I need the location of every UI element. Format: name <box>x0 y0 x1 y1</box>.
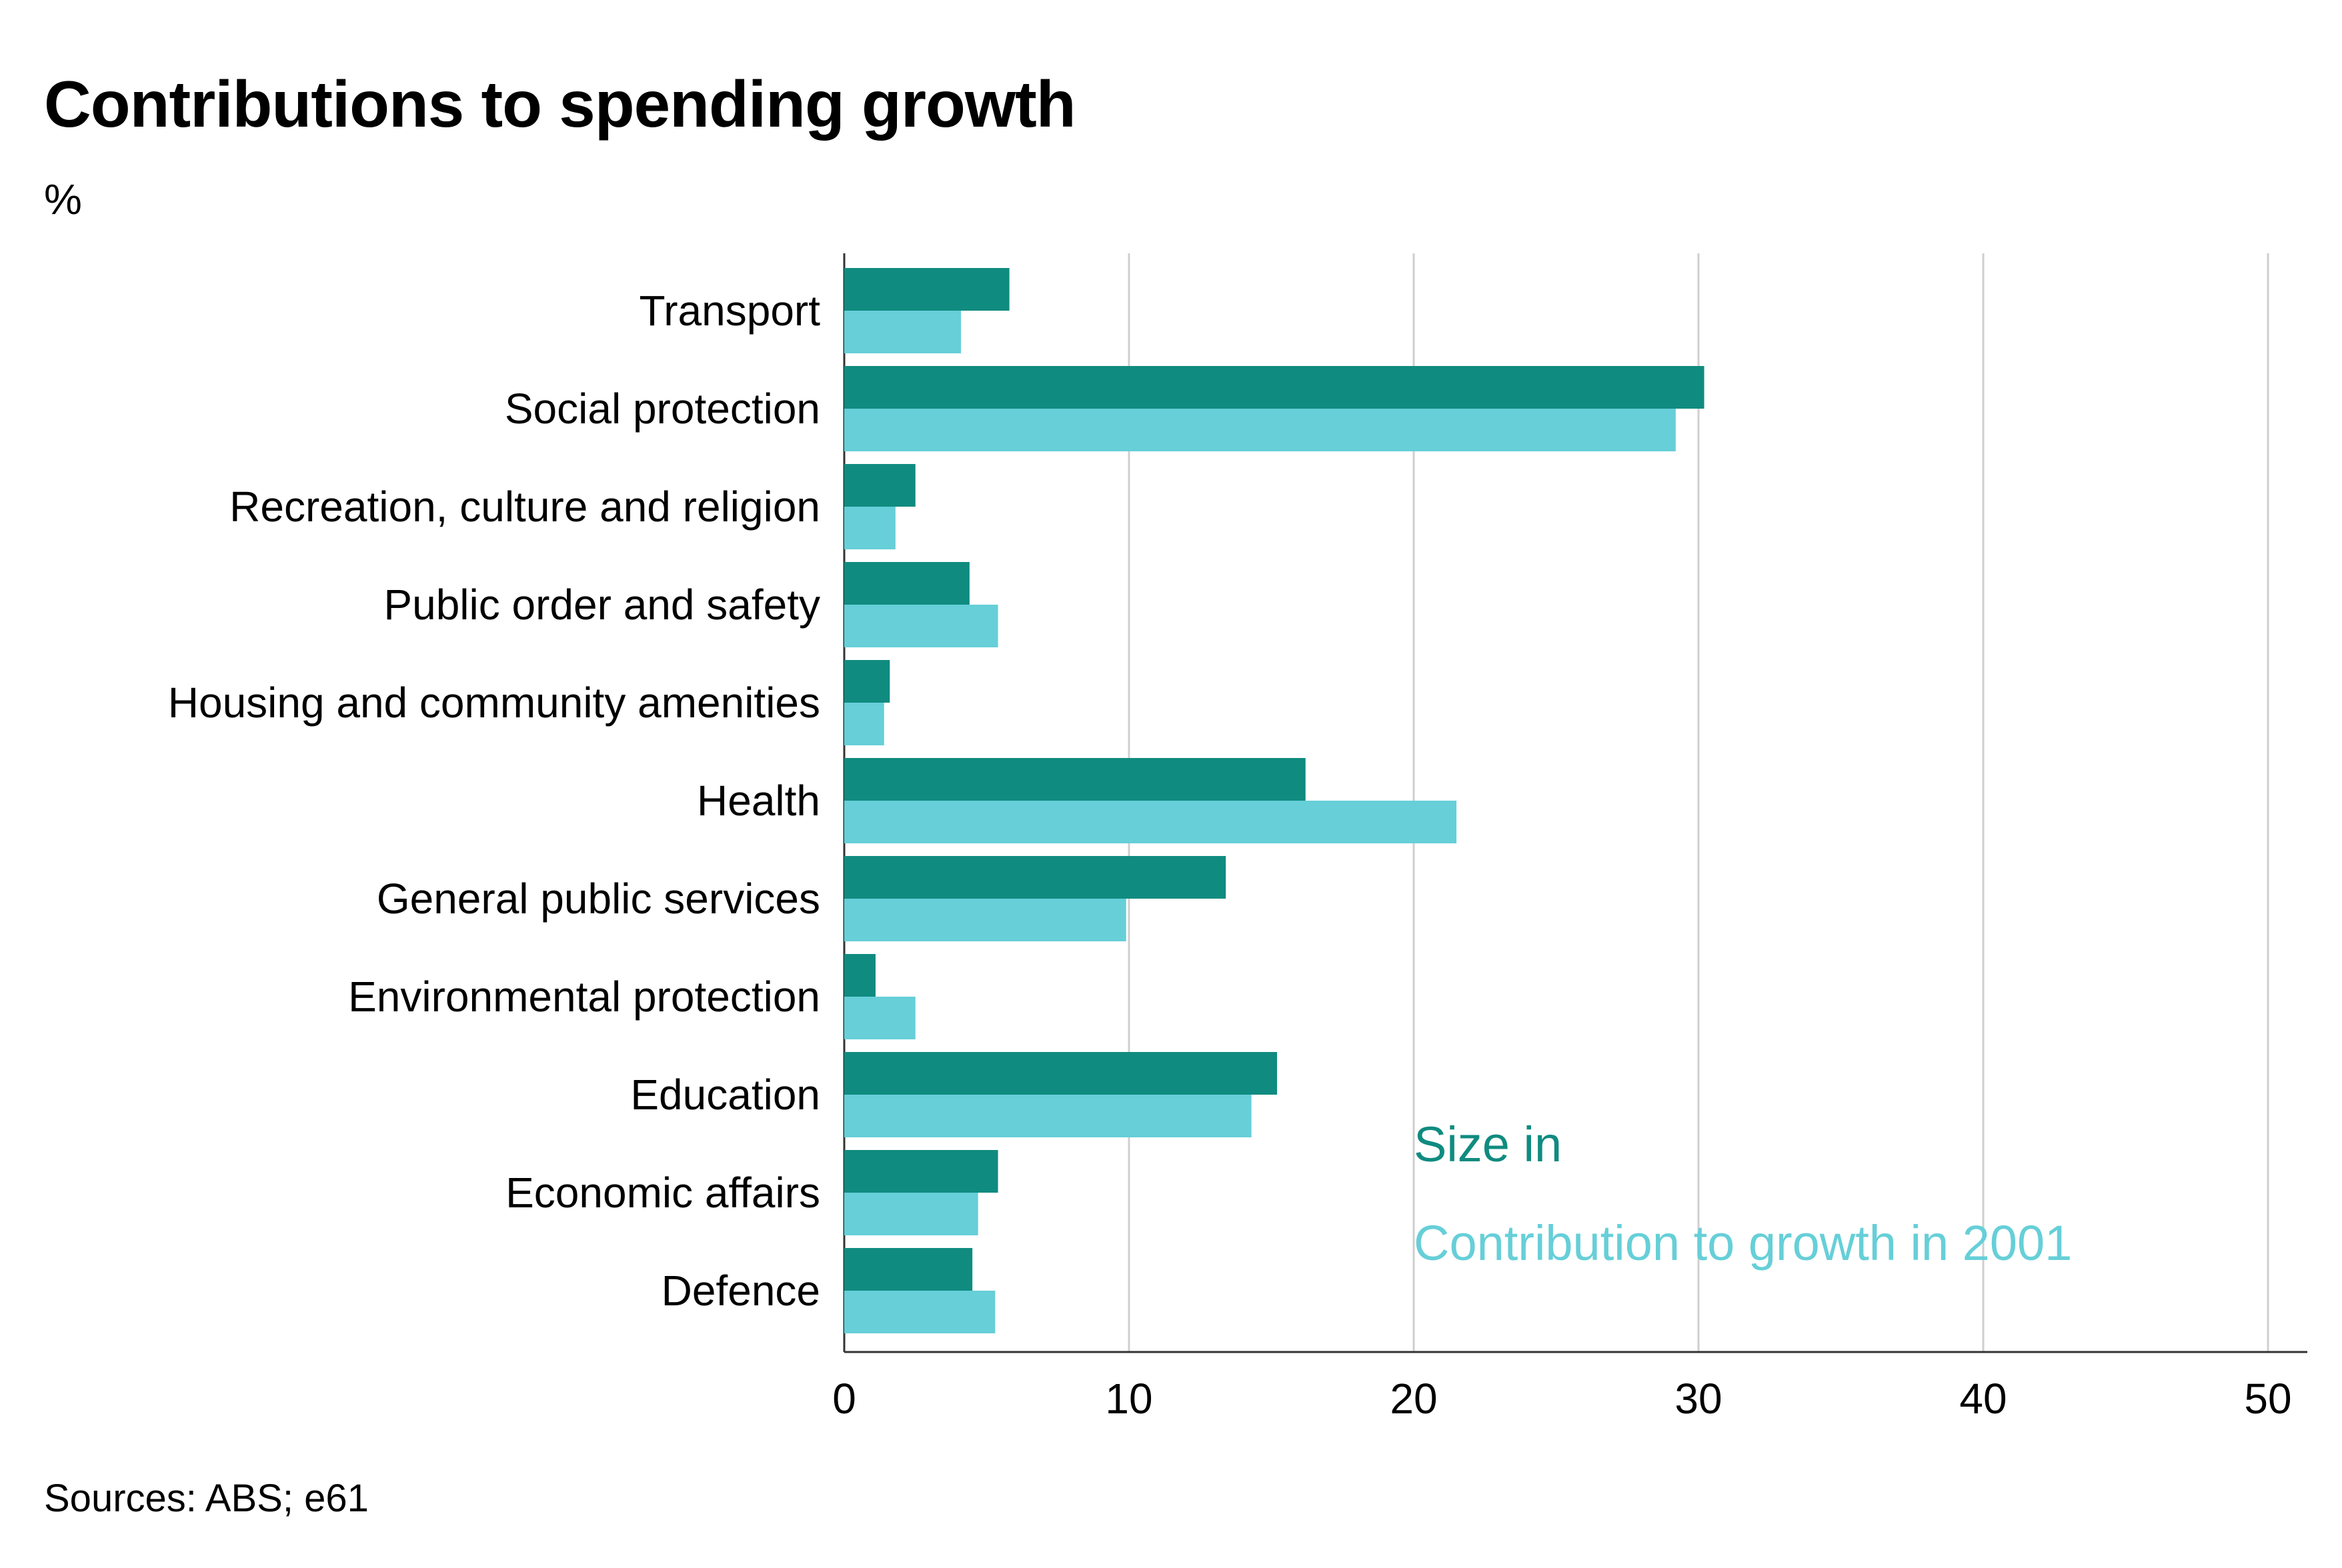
bar-size <box>844 464 916 507</box>
bar-size <box>844 758 1306 801</box>
category-label: General public services <box>377 875 820 923</box>
bar-contribution <box>844 507 896 549</box>
bar-size <box>844 1052 1278 1095</box>
category-label: Housing and community amenities <box>168 679 820 727</box>
bar-contribution <box>844 311 962 353</box>
bar-contribution <box>844 801 1457 843</box>
bar-contribution <box>844 1291 996 1333</box>
bar-size <box>844 954 876 997</box>
category-label: Social protection <box>505 385 820 433</box>
bar-contribution <box>844 605 998 647</box>
x-tick-label: 0 <box>832 1375 856 1423</box>
source-note: Sources: ABS; e61 <box>44 1477 369 1520</box>
legend-entry: Contribution to growth in 2001 <box>1414 1215 2072 1271</box>
category-label: Economic affairs <box>505 1169 820 1217</box>
bar-size <box>844 562 970 605</box>
bar-size <box>844 660 890 703</box>
category-label: Transport <box>640 287 821 335</box>
bar-size <box>844 366 1704 409</box>
bar-size <box>844 856 1226 899</box>
x-tick-label: 30 <box>1674 1375 1722 1423</box>
x-tick-label: 10 <box>1105 1375 1152 1423</box>
bar-contribution <box>844 997 916 1039</box>
category-label: Education <box>630 1071 820 1119</box>
bar-contribution <box>844 899 1126 941</box>
bar-contribution <box>844 409 1676 451</box>
bar-contribution <box>844 703 884 745</box>
bar-contribution <box>844 1095 1252 1137</box>
category-label: Public order and safety <box>383 581 820 629</box>
category-label: Recreation, culture and religion <box>229 483 820 531</box>
x-tick-label: 40 <box>1959 1375 2007 1423</box>
x-tick-label: 50 <box>2244 1375 2291 1423</box>
category-label: Defence <box>662 1267 820 1315</box>
x-tick-label: 20 <box>1390 1375 1437 1423</box>
bar-size <box>844 1248 973 1291</box>
bar-size <box>844 1150 998 1193</box>
legend-entry: Size in <box>1414 1117 1562 1172</box>
category-label: Health <box>697 777 820 825</box>
bar-contribution <box>844 1193 978 1235</box>
category-label: Environmental protection <box>348 973 820 1021</box>
chart-unit-label: % <box>44 175 82 223</box>
bar-size <box>844 268 1010 311</box>
chart-title: Contributions to spending growth <box>44 67 1076 141</box>
